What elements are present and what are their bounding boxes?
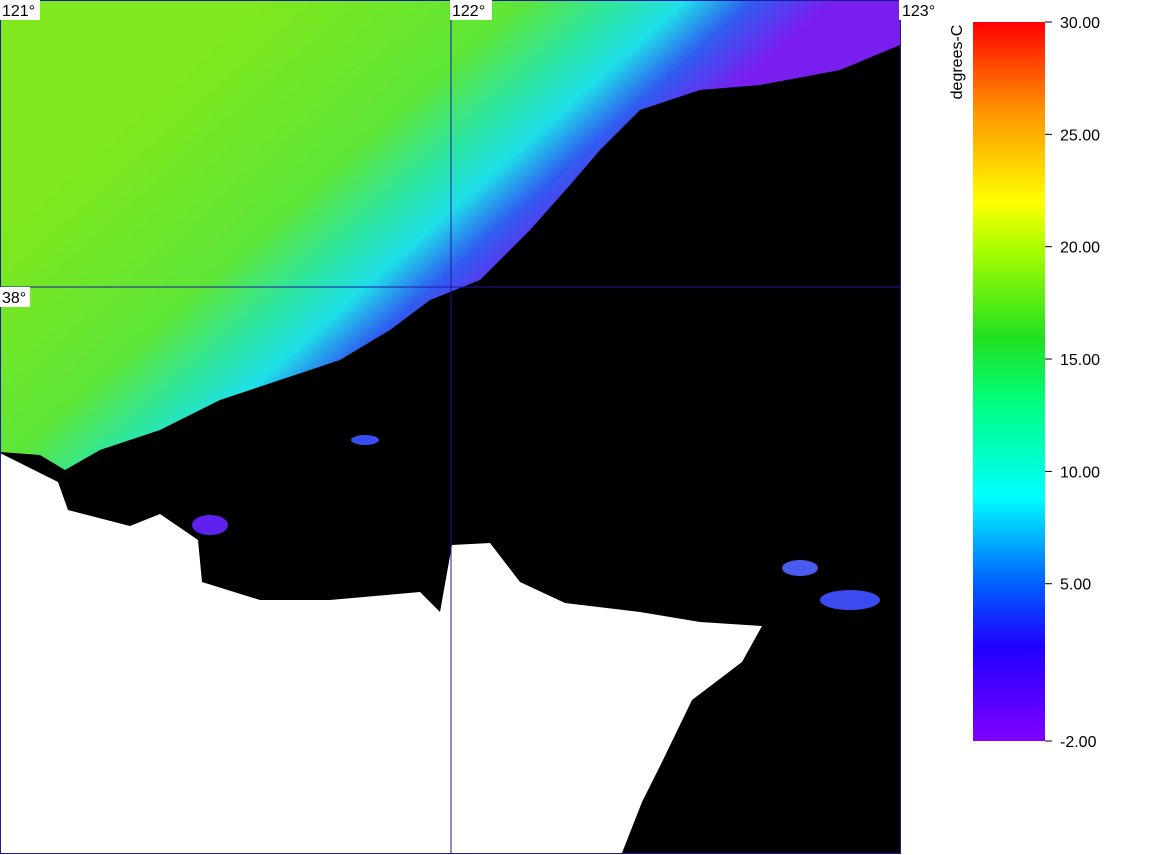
colorbar-tick-label: -2.00 — [1060, 734, 1097, 751]
land — [0, 453, 762, 853]
colorbar-tick-label: 25.00 — [1060, 127, 1100, 144]
colorbar-tick-label: 20.00 — [1060, 240, 1100, 257]
lon-label: 123° — [902, 3, 935, 20]
warm-patch — [192, 515, 228, 535]
lat-label: 38° — [2, 290, 26, 307]
label-box — [899, 0, 941, 20]
lon-label: 122° — [452, 3, 485, 20]
label-box — [450, 0, 492, 20]
colorbar-tick-label: 5.00 — [1060, 577, 1091, 594]
label-box — [0, 0, 40, 20]
colorbar-ramp — [973, 22, 1045, 741]
warm-patch — [351, 435, 379, 445]
colorbar-tick-label: 15.00 — [1060, 352, 1100, 369]
map-area: 121° 122° 123° 38° — [0, 0, 941, 854]
warm-patch — [820, 590, 880, 610]
label-box — [0, 287, 30, 307]
colorbar-tick-label: 10.00 — [1060, 464, 1100, 481]
lon-label: 121° — [2, 3, 35, 20]
colorbar: degrees-C 30.00 25.00 20.00 15.00 10.00 5.00 -… — [949, 15, 1100, 751]
warm-patch — [782, 560, 818, 576]
colorbar-label: degrees-C — [949, 25, 966, 100]
temperature-field — [0, 0, 900, 470]
colorbar-tick-label: 30.00 — [1060, 15, 1100, 32]
